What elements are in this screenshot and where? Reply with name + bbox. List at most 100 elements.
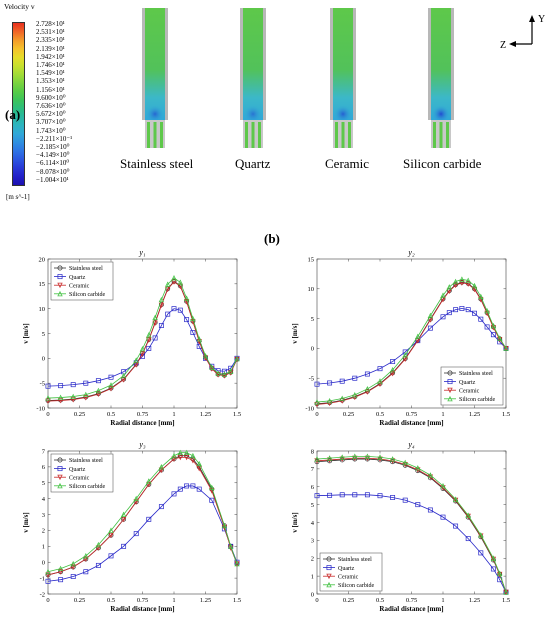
series-line xyxy=(47,277,238,399)
data-point xyxy=(228,543,234,549)
x-tick-label: 0.75 xyxy=(137,597,148,604)
data-point xyxy=(57,394,64,401)
data-point xyxy=(45,572,51,578)
data-point xyxy=(440,314,446,320)
x-tick-label: 1.5 xyxy=(502,597,510,604)
data-point xyxy=(402,352,408,358)
data-point xyxy=(352,375,358,381)
data-point xyxy=(95,387,102,394)
data-point xyxy=(70,564,76,570)
x-tick-label: 0.5 xyxy=(107,411,115,418)
data-point xyxy=(120,511,127,518)
data-point xyxy=(389,366,396,373)
data-point xyxy=(314,381,320,387)
axis-z-label: Z xyxy=(500,40,506,51)
series-silicon-carbide xyxy=(314,453,509,595)
data-point xyxy=(95,391,102,397)
legend-label: Ceramic xyxy=(459,388,480,394)
series-silicon-carbide xyxy=(45,274,240,401)
y-tick-label: 10 xyxy=(39,306,46,313)
data-point xyxy=(452,496,459,502)
data-point xyxy=(183,449,190,456)
y-tick-label: 6 xyxy=(311,484,315,491)
data-point xyxy=(390,359,396,364)
data-point xyxy=(133,357,139,363)
x-axis-label: Radial distance [mm] xyxy=(379,419,443,427)
data-point xyxy=(478,532,484,538)
legend-label: Ceramic xyxy=(69,475,90,481)
y-tick-label: 5 xyxy=(42,331,45,338)
colorbar-unit: [m s^-1] xyxy=(6,193,30,201)
data-point xyxy=(465,512,471,518)
x-tick-label: 0 xyxy=(46,597,49,604)
data-point xyxy=(478,316,484,322)
data-point xyxy=(158,467,165,473)
y-tick-label: 5 xyxy=(311,316,314,323)
data-point xyxy=(364,453,371,459)
x-tick-label: 1.25 xyxy=(200,597,211,604)
data-point xyxy=(452,278,459,285)
legend-label: Ceramic xyxy=(338,574,359,580)
series-quartz xyxy=(314,492,509,595)
data-point xyxy=(177,454,183,461)
data-point xyxy=(453,523,459,529)
velocity-field-silicon-carbide xyxy=(419,8,463,148)
data-point xyxy=(497,571,503,578)
data-point xyxy=(478,533,484,539)
chart-1: y₁ 0 0.25 0.5 0.75 1 1.25 1.5 -10 -5 0 5 10 15 20 Radia… xyxy=(22,248,241,427)
x-tick-label: 1.25 xyxy=(469,597,480,604)
y-axis-label: v [m/s] xyxy=(22,323,30,343)
material-label-ceramic: Ceramic xyxy=(325,156,370,171)
data-point xyxy=(108,527,114,533)
legend-label: Stainless steel xyxy=(69,266,103,272)
colorbar-tick-label: 1.549×10¹ xyxy=(36,69,65,78)
data-point xyxy=(465,513,471,520)
data-point xyxy=(484,307,490,314)
y-tick-label: -1 xyxy=(40,575,45,582)
data-point xyxy=(57,565,64,572)
colorbar-tick-label: −6.114×10⁰ xyxy=(36,159,70,168)
y-tick-label: 3 xyxy=(311,538,314,545)
x-tick-label: 1 xyxy=(172,411,175,418)
data-point xyxy=(190,483,196,489)
data-point xyxy=(215,372,221,378)
panel-a-label: (a) xyxy=(5,107,21,122)
y-axis-label: v [m/s] xyxy=(22,512,30,532)
data-point xyxy=(171,491,177,497)
data-point xyxy=(447,379,453,385)
data-point xyxy=(472,310,477,316)
data-point xyxy=(57,482,63,489)
data-point xyxy=(171,456,177,462)
legend: Stainless steel Quartz Ceramic Silicon carb… xyxy=(50,453,114,493)
data-point xyxy=(57,282,63,289)
colorbar-title: Velocity v xyxy=(4,2,35,11)
data-point xyxy=(327,380,333,386)
data-point xyxy=(95,378,101,384)
data-point xyxy=(447,370,453,376)
colorbar-tick-label: −1.004×10¹ xyxy=(36,175,69,184)
data-point xyxy=(377,454,383,460)
data-point xyxy=(415,465,421,471)
legend-label: Silicon carbide xyxy=(69,484,105,490)
y-tick-label: 2 xyxy=(311,556,314,563)
colorbar-tick-label: 2.139×10¹ xyxy=(36,44,65,53)
material-label-silicon-carbide: Silicon carbide xyxy=(403,156,482,171)
data-point xyxy=(95,562,101,568)
velocity-field-quartz xyxy=(231,8,275,148)
y-tick-label: 15 xyxy=(308,256,315,263)
data-point xyxy=(221,373,228,379)
x-tick-label: 1 xyxy=(441,597,444,604)
material-label-stainless-steel: Stainless steel xyxy=(120,156,194,171)
legend-label: Stainless steel xyxy=(69,458,103,464)
data-point xyxy=(465,307,471,313)
legend-label: Silicon carbide xyxy=(459,397,495,403)
y-axis-label: v [m/s] xyxy=(291,512,299,532)
data-point xyxy=(184,483,190,489)
data-point xyxy=(327,492,333,498)
data-point xyxy=(45,395,51,401)
coordinate-axes-icon: Y Z xyxy=(500,14,545,51)
series-line xyxy=(47,456,238,576)
data-point xyxy=(196,460,202,467)
data-point xyxy=(165,281,171,287)
y-tick-label: -2 xyxy=(40,591,45,598)
